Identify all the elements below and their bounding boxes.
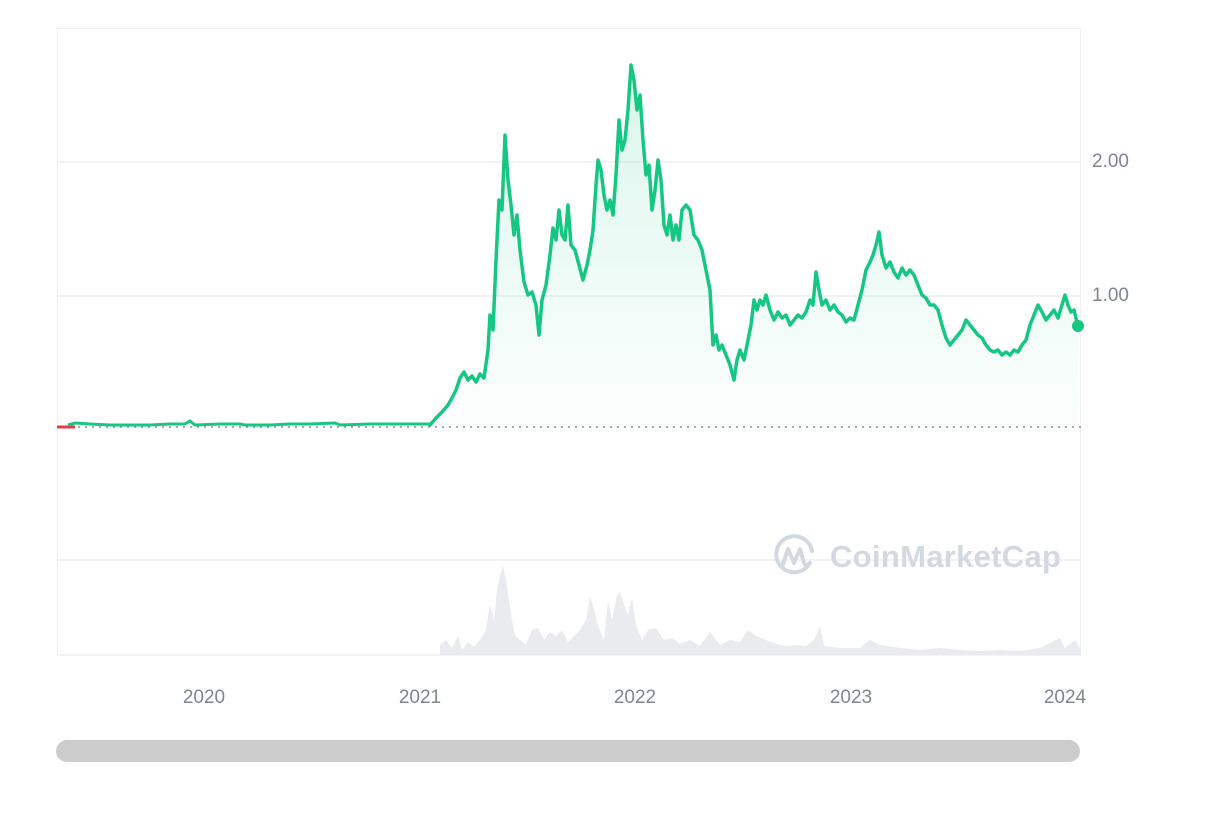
x-tick-2021: 2021 <box>398 687 442 708</box>
chart-frame <box>57 28 1081 655</box>
x-tick-2023: 2023 <box>829 687 873 708</box>
x-tick-2024: 2024 <box>1043 687 1087 708</box>
x-tick-2020: 2020 <box>182 687 226 708</box>
price-line-early <box>67 419 430 427</box>
y-tick-1: 1.00 <box>1092 285 1129 306</box>
coinmarketcap-logo-icon <box>774 534 814 575</box>
watermark-text: CoinMarketCap <box>830 539 1062 574</box>
coinmarketcap-watermark: CoinMarketCap <box>770 533 1061 581</box>
time-range-scrollbar[interactable] <box>56 740 1080 762</box>
volume-bars <box>440 566 1081 655</box>
y-tick-2: 2.00 <box>1092 151 1129 172</box>
x-tick-2022: 2022 <box>613 687 657 708</box>
last-price-marker <box>1072 320 1084 332</box>
price-line <box>428 63 1080 427</box>
price-area <box>430 65 1078 427</box>
